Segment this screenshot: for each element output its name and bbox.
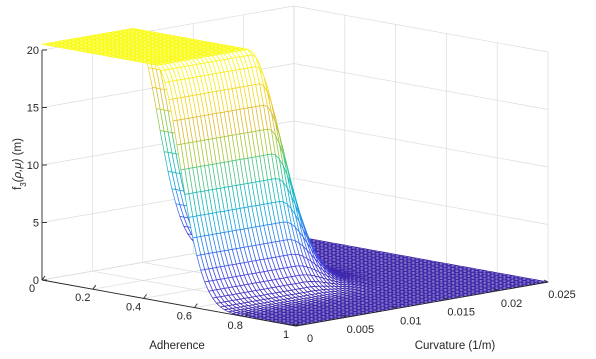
wall-grid-z <box>293 5 549 53</box>
x-tick-label: 0.025 <box>548 289 576 301</box>
y-axis-line <box>41 279 297 327</box>
x-tick-mark <box>342 314 347 318</box>
y-tick-label: 0.2 <box>75 292 90 304</box>
z-tick-label: 15 <box>27 103 39 115</box>
x-tick-label: 0 <box>307 333 313 345</box>
y-tick-label: 0.4 <box>126 301 141 313</box>
x-tick-mark <box>291 323 297 327</box>
y-tick-mark <box>92 284 97 290</box>
z-tick-label: 10 <box>27 160 39 172</box>
z-axis-label: f3(ρ,μ) (m) <box>12 138 28 190</box>
y-tick-mark <box>143 294 147 299</box>
y-tick-label: 1 <box>283 329 289 341</box>
x-tick-mark <box>493 288 498 292</box>
y-tick-mark <box>194 303 198 308</box>
x-tick-mark <box>442 297 448 301</box>
x-axis-line <box>295 281 549 327</box>
z-label-unit: (m) <box>12 138 24 159</box>
wall-grid-z <box>293 178 549 225</box>
x-tick-label: 0.015 <box>447 307 475 319</box>
x-axis-label: Curvature (1/m) <box>415 340 496 352</box>
z-label-args: (ρ,μ) <box>12 158 24 182</box>
y-tick-mark <box>41 275 46 281</box>
y-tick-label: 0.8 <box>228 320 243 332</box>
y-axis-label: Adherence <box>149 340 205 352</box>
x-tick-mark <box>543 279 549 283</box>
x-tick-mark <box>392 305 398 309</box>
z-tick-label: 20 <box>27 45 39 57</box>
x-tick-label: 0.02 <box>501 298 522 310</box>
wall-grid-z <box>293 120 549 168</box>
wall-grid-z <box>293 63 549 110</box>
z-label-base: f <box>12 186 24 190</box>
axes <box>41 49 549 327</box>
y-tick-label: 0 <box>29 283 35 295</box>
z-label-sub: 3 <box>19 182 28 187</box>
z-tick-label: 5 <box>33 218 39 230</box>
surface-mesh <box>41 28 549 327</box>
y-tick-label: 0.6 <box>177 311 192 323</box>
x-tick-label: 0.005 <box>347 324 375 336</box>
y-tick-mark <box>295 321 300 327</box>
z-tick-label: 0 <box>33 275 39 287</box>
x-tick-label: 0.01 <box>400 315 421 327</box>
y-tick-mark <box>244 312 249 318</box>
